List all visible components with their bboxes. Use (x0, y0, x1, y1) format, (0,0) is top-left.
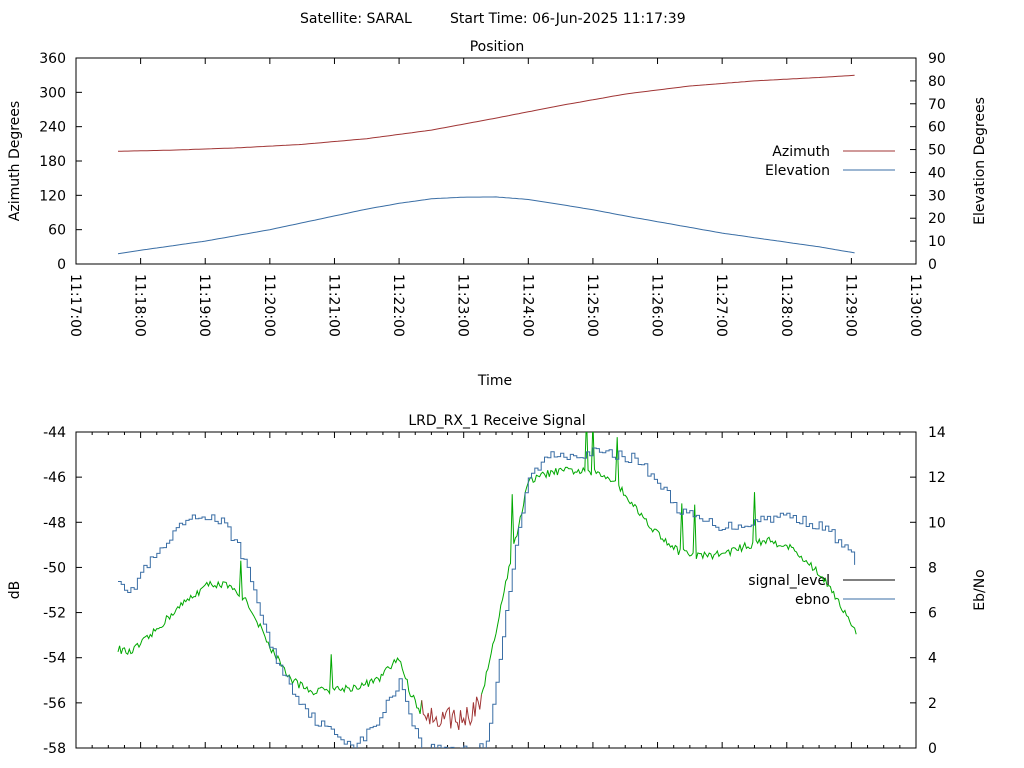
signal-y2-tick-label-2: 2 (928, 696, 937, 712)
signal-y-tick-label-44: -44 (43, 425, 66, 441)
position-x-tick-label-11-26-00: 11:26:00 (649, 274, 665, 337)
position-x-tick-label-11-28-00: 11:28:00 (778, 274, 794, 337)
signal-y-axis-label: dB (7, 581, 23, 600)
position-x-tick-label-11-30-00: 11:30:00 (907, 274, 923, 337)
signal-y2-tick-label-12: 12 (928, 470, 946, 486)
position-y-axis-label: Azimuth Degrees (7, 101, 23, 221)
position-y-tick-label-0: 0 (57, 257, 66, 273)
series-line-signal-level-recovered (481, 432, 857, 695)
signal-y2-axis-label: Eb/No (972, 569, 988, 611)
position-x-tick-label-11-19-00: 11:19:00 (196, 274, 212, 337)
position-x-tick-label-11-24-00: 11:24:00 (519, 274, 535, 337)
signal-y2-tick-label-8: 8 (928, 560, 937, 576)
position-y2-tick-label-10: 10 (928, 234, 946, 250)
legend-label-signal-level: signal_level (748, 573, 830, 589)
start-time-label: Start Time: 06-Jun-2025 11:17:39 (450, 11, 686, 27)
position-y2-tick-label-40: 40 (928, 165, 946, 181)
signal-y2-tick-label-0: 0 (928, 741, 937, 757)
position-chart-title: Position (470, 39, 525, 55)
signal-y-tick-label-56: -56 (43, 696, 66, 712)
signal-y2-tick-label-4: 4 (928, 651, 937, 667)
position-y-tick-label-180: 180 (39, 154, 66, 170)
position-x-tick-label-11-18-00: 11:18:00 (132, 274, 148, 337)
signal-y-tick-label-54: -54 (43, 651, 66, 667)
position-x-tick-label-11-25-00: 11:25:00 (584, 274, 600, 337)
position-y2-tick-label-50: 50 (928, 143, 946, 159)
signal-y2-tick-label-10: 10 (928, 515, 946, 531)
position-x-tick-label-11-20-00: 11:20:00 (261, 274, 277, 337)
position-x-tick-label-11-17-00: 11:17:00 (67, 274, 83, 337)
position-y2-tick-label-80: 80 (928, 74, 946, 90)
series-line-elevation (117, 196, 855, 255)
position-y-tick-label-300: 300 (39, 85, 66, 101)
signal-y2-tick-label-14: 14 (928, 425, 946, 441)
position-y2-tick-label-70: 70 (928, 97, 946, 113)
position-x-tick-label-11-23-00: 11:23:00 (455, 274, 471, 337)
position-y2-tick-label-60: 60 (928, 120, 946, 136)
satellite-label: Satellite: SARAL (300, 11, 412, 27)
position-plot-frame (75, 57, 917, 265)
signal-y-tick-label-50: -50 (43, 560, 66, 576)
position-y2-tick-label-90: 90 (928, 51, 946, 67)
signal-y2-tick-label-6: 6 (928, 606, 937, 622)
position-y-tick-label-360: 360 (39, 51, 66, 67)
position-y2-tick-label-20: 20 (928, 211, 946, 227)
signal-chart-title: LRD_RX_1 Receive Signal (408, 413, 585, 429)
header: Satellite: SARAL Start Time: 06-Jun-2025… (300, 11, 686, 27)
position-x-tick-label-11-22-00: 11:22:00 (390, 274, 406, 337)
signal-y-tick-label-48: -48 (43, 515, 66, 531)
position-x-tick-label-11-29-00: 11:29:00 (842, 274, 858, 337)
position-y2-tick-label-0: 0 (928, 257, 937, 273)
position-y-tick-label-60: 60 (48, 223, 66, 239)
position-x-tick-label-11-27-00: 11:27:00 (713, 274, 729, 337)
position-y2-axis-label: Elevation Degrees (972, 97, 988, 225)
legend-label-elevation: Elevation (765, 163, 830, 179)
position-y-tick-label-120: 120 (39, 188, 66, 204)
series-line-azimuth (117, 74, 855, 152)
series-line-signal-level-degraded (421, 694, 482, 731)
receive-signal-chart: LRD_RX_1 Receive Signal dB Eb/No signal_… (7, 413, 988, 757)
series-line-signal-level-good (117, 560, 423, 715)
signal-y-tick-label-58: -58 (43, 741, 66, 757)
legend-label-ebno: ebno (795, 592, 830, 608)
position-y2-tick-label-30: 30 (928, 188, 946, 204)
position-y-tick-label-240: 240 (39, 120, 66, 136)
signal-y-tick-label-46: -46 (43, 470, 66, 486)
position-chart: Position Time Azimuth Degrees Elevation … (7, 39, 988, 389)
position-x-tick-label-11-21-00: 11:21:00 (325, 274, 341, 337)
signal-y-tick-label-52: -52 (43, 606, 66, 622)
legend-label-azimuth: Azimuth (772, 144, 830, 160)
series-line-ebno (118, 447, 856, 748)
position-x-axis-label: Time (477, 373, 512, 389)
